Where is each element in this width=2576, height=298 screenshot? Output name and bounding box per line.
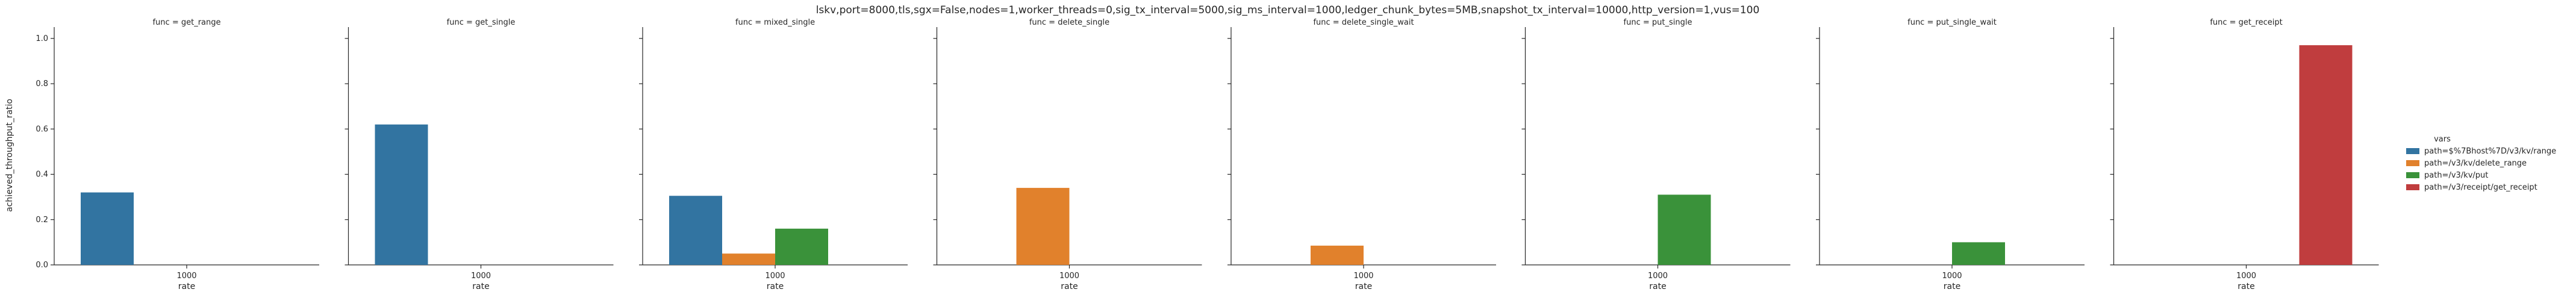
chart-title: lskv,port=8000,tls,sgx=False,nodes=1,wor…: [816, 4, 1760, 16]
y-tick-label: 0.6: [36, 125, 48, 134]
panel-title: func = put_single: [1624, 18, 1692, 27]
bar-path-v3-kv-delete-range: [1311, 246, 1364, 265]
panel-title: func = delete_single_wait: [1313, 18, 1414, 27]
bar-path-v3-kv-delete-range: [1016, 188, 1070, 265]
panels: func = get_range0.00.20.40.60.81.01000ra…: [36, 18, 2379, 291]
panel-title: func = get_receipt: [2210, 18, 2282, 27]
legend-swatch: [2406, 160, 2419, 166]
y-tick-label: 1.0: [36, 34, 48, 43]
bar-path-v3-receipt-get-receipt: [2299, 45, 2353, 265]
x-axis-label: rate: [178, 282, 195, 291]
legend-title: vars: [2434, 135, 2451, 144]
panel-title: func = mixed_single: [735, 18, 815, 27]
bar-path-v3-kv-put: [1952, 242, 2005, 265]
bar-path-7bhost-7d-v3-kv-range: [375, 124, 428, 265]
panel-title: func = get_single: [447, 18, 516, 27]
bar-path-v3-kv-delete-range: [722, 253, 775, 265]
x-tick-label: 1000: [765, 272, 785, 281]
x-tick-label: 1000: [1059, 272, 1079, 281]
x-axis-label: rate: [1355, 282, 1372, 291]
y-tick-label: 0.4: [36, 170, 48, 179]
legend-entry: path=/v3/kv/delete_range: [2424, 159, 2527, 168]
legend: vars path=$%7Bhost%7D/v3/kv/range path=/v3…: [2406, 135, 2556, 192]
legend-swatch: [2406, 148, 2419, 154]
bar-path-7bhost-7d-v3-kv-range: [81, 192, 134, 265]
bar-path-v3-kv-put: [775, 228, 828, 265]
panel-title: func = put_single_wait: [1907, 18, 1997, 27]
x-axis-label: rate: [767, 282, 784, 291]
legend-entry: path=$%7Bhost%7D/v3/kv/range: [2424, 147, 2556, 156]
x-axis-label: rate: [472, 282, 489, 291]
x-tick-label: 1000: [1942, 272, 1962, 281]
legend-swatch: [2406, 172, 2419, 178]
legend-entry: path=/v3/kv/put: [2424, 171, 2488, 180]
panel-title: func = get_range: [152, 18, 220, 27]
y-tick-label: 0.2: [36, 216, 48, 225]
x-axis-label: rate: [1944, 282, 1960, 291]
x-tick-label: 1000: [471, 272, 491, 281]
x-axis-label: rate: [1649, 282, 1666, 291]
y-tick-label: 0.0: [36, 261, 48, 270]
x-axis-label: rate: [2238, 282, 2254, 291]
panel-1: func = get_range 0.0 0.2 0.4 0.6 0.8 1.0 1000ra…: [36, 18, 319, 291]
x-axis-label: rate: [1061, 282, 1077, 291]
y-axis-label: achieved_throughput_ratio: [5, 99, 14, 212]
x-tick-label: 1000: [2236, 272, 2256, 281]
panel-title: func = delete_single: [1029, 18, 1109, 27]
y-tick-label: 0.8: [36, 79, 48, 88]
bar-path-v3-kv-put: [1658, 194, 1711, 265]
x-tick-label: 1000: [1648, 272, 1668, 281]
x-tick-label: 1000: [176, 272, 196, 281]
legend-swatch: [2406, 184, 2419, 190]
x-tick-label: 1000: [1353, 272, 1373, 281]
bar-path-7bhost-7d-v3-kv-range: [669, 196, 722, 265]
legend-entry: path=/v3/receipt/get_receipt: [2424, 183, 2537, 192]
